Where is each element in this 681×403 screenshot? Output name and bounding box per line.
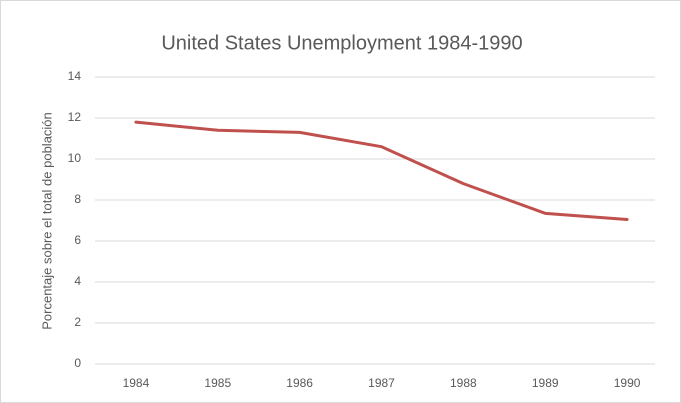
y-tick-label: 0 [74,356,81,370]
x-tick-label: 1989 [532,376,559,390]
line [134,120,629,221]
chart-title: United States Unemployment 1984-1990 [161,32,522,54]
y-tick-label: 4 [74,274,81,288]
y-tick-label: 8 [74,192,81,206]
x-tick-label: 1987 [368,376,395,390]
y-axis-label: Porcentaje sobre el total de población [39,112,54,330]
x-tick-label: 1984 [123,376,150,390]
y-tick-label: 6 [74,233,81,247]
y-tick-label: 10 [68,151,82,165]
x-tick-label: 1990 [614,376,641,390]
x-tick-label: 1985 [204,376,231,390]
y-tick-label: 2 [74,315,81,329]
y-tick-label: 14 [68,69,82,83]
x-tick-label: 1986 [286,376,313,390]
x-tick-label: 1988 [450,376,477,390]
y-tick-label: 12 [68,110,82,124]
